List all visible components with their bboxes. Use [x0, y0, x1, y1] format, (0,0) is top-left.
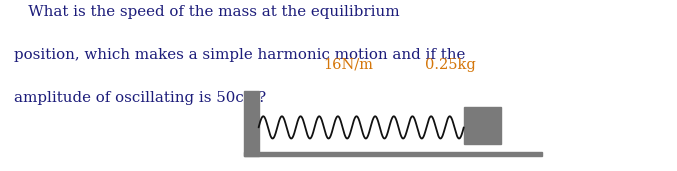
Bar: [244, 91, 259, 156]
Text: position, which makes a simple harmonic motion and if the: position, which makes a simple harmonic …: [14, 48, 465, 62]
Text: amplitude of oscillating is 50cm?: amplitude of oscillating is 50cm?: [14, 91, 265, 105]
Bar: [464, 107, 501, 144]
Text: 0.25kg: 0.25kg: [425, 58, 475, 72]
Text: What is the speed of the mass at the equilibrium: What is the speed of the mass at the equ…: [14, 5, 399, 19]
Text: 16N/m: 16N/m: [324, 58, 374, 72]
Bar: [244, 152, 542, 156]
